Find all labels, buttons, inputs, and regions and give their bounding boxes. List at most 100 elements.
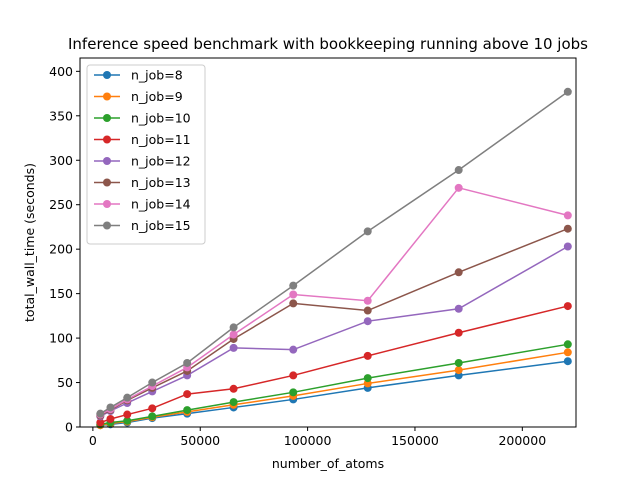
x-tick-label: 150000 xyxy=(391,433,439,448)
y-tick-label: 100 xyxy=(49,331,73,346)
data-point xyxy=(106,403,115,412)
legend-label: n_job=10 xyxy=(131,111,191,126)
series-line xyxy=(99,228,569,417)
data-point xyxy=(454,328,463,337)
x-tick-label: 50000 xyxy=(180,433,220,448)
data-point xyxy=(289,281,298,290)
data-point xyxy=(106,414,115,423)
data-point xyxy=(454,183,463,192)
data-point xyxy=(183,390,192,399)
y-tick-label: 350 xyxy=(49,108,73,123)
legend-marker xyxy=(103,114,111,122)
data-point xyxy=(363,374,372,383)
legend-marker xyxy=(103,221,111,230)
legend-marker xyxy=(103,178,111,187)
data-point xyxy=(363,306,372,315)
data-point xyxy=(183,358,192,367)
data-point xyxy=(289,388,298,397)
data-point xyxy=(229,330,238,339)
y-tick-label: 250 xyxy=(49,197,73,212)
y-tick-label: 200 xyxy=(49,242,73,257)
data-point xyxy=(148,404,157,413)
data-point xyxy=(96,409,105,418)
data-point xyxy=(454,166,463,175)
x-tick-label: 100000 xyxy=(284,433,332,448)
data-point xyxy=(563,348,572,357)
legend-item: n_job=9 xyxy=(94,89,183,104)
legend-label: n_job=8 xyxy=(131,68,183,83)
data-point xyxy=(229,398,238,407)
data-point xyxy=(563,357,572,366)
y-tick-label: 300 xyxy=(49,153,73,168)
legend-label: n_job=15 xyxy=(131,218,191,233)
data-point xyxy=(289,299,298,308)
data-point xyxy=(454,358,463,367)
legend-label: n_job=13 xyxy=(131,175,191,190)
data-point xyxy=(563,340,572,349)
data-point xyxy=(229,343,238,352)
data-point xyxy=(454,304,463,313)
x-tick-label: 0 xyxy=(89,433,97,448)
legend-label: n_job=9 xyxy=(131,89,183,104)
legend-item: n_job=12 xyxy=(94,154,191,169)
data-point xyxy=(454,366,463,375)
data-point xyxy=(229,384,238,393)
data-point xyxy=(363,317,372,326)
series-line xyxy=(99,91,569,415)
series-line xyxy=(100,351,568,426)
series-line xyxy=(99,186,568,416)
legend-item: n_job=14 xyxy=(94,197,191,212)
data-point xyxy=(289,290,298,299)
data-point xyxy=(96,418,105,427)
legend-item: n_job=15 xyxy=(94,218,191,233)
plot-frame xyxy=(79,57,577,428)
data-point xyxy=(229,323,238,332)
data-point xyxy=(363,296,372,305)
data-point xyxy=(123,416,132,425)
data-point xyxy=(363,227,372,236)
data-point xyxy=(148,412,157,421)
data-point xyxy=(289,371,298,380)
series-line xyxy=(100,360,568,426)
legend-item: n_job=8 xyxy=(94,68,183,83)
y-tick-label: 0 xyxy=(65,420,73,435)
data-point xyxy=(563,302,572,311)
x-axis-title: number_of_atoms xyxy=(272,456,384,471)
chart-title: Inference speed benchmark with bookkeepi… xyxy=(68,35,588,53)
legend-frame xyxy=(86,64,206,245)
series-n_job=11 xyxy=(96,302,572,427)
legend-label: n_job=14 xyxy=(131,197,191,212)
data-point xyxy=(563,224,572,233)
legend-marker xyxy=(103,92,111,101)
legend-marker xyxy=(103,71,111,79)
data-point xyxy=(363,351,372,360)
series-line xyxy=(99,245,569,417)
legend-marker xyxy=(103,200,111,208)
data-point xyxy=(289,345,298,354)
y-tick-label: 400 xyxy=(49,64,73,79)
series-line xyxy=(100,343,568,426)
legend-item: n_job=10 xyxy=(94,111,191,126)
x-tick-label: 200000 xyxy=(498,433,546,448)
series-line xyxy=(100,305,568,424)
data-point xyxy=(148,378,157,387)
y-tick-label: 50 xyxy=(57,375,73,390)
legend-item: n_job=11 xyxy=(94,132,191,147)
data-point xyxy=(563,211,572,220)
data-point xyxy=(123,393,132,402)
legend-marker xyxy=(103,135,111,144)
legend-item: n_job=13 xyxy=(94,175,191,190)
legend-label: n_job=11 xyxy=(131,132,191,147)
y-axis-title: total_wall_time (seconds) xyxy=(22,163,37,322)
legend-label: n_job=12 xyxy=(131,154,191,169)
data-point xyxy=(183,406,192,415)
legend: n_job=8 n_job=9 n_job=10 n_job=11 n_job=12 n_… xyxy=(86,64,206,245)
y-tick-label: 150 xyxy=(49,286,73,301)
data-point xyxy=(563,87,572,96)
data-point xyxy=(454,268,463,277)
legend-marker xyxy=(103,157,111,165)
data-point xyxy=(123,410,132,419)
series-n_job=15 xyxy=(96,87,572,418)
data-point xyxy=(563,242,572,251)
